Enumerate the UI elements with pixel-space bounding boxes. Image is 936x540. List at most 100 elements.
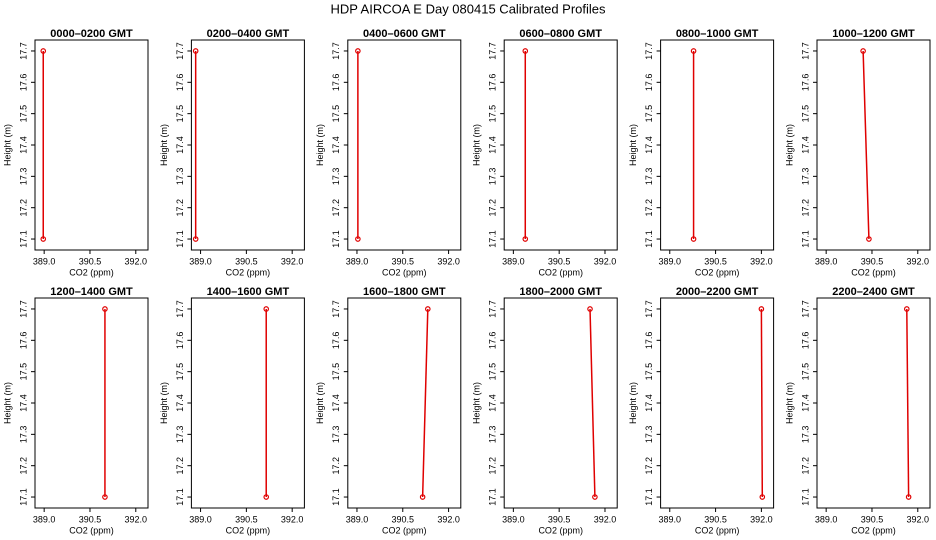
y-tick-label: 17.1 [800,488,810,506]
x-tick-label: 389.0 [815,256,838,266]
panel-title: 0600–0800 GMT [519,28,602,40]
y-axis-label: Height (m) [628,124,638,166]
y-axis-label: Height (m) [159,124,169,166]
x-axis-label: CO2 (ppm) [226,267,271,277]
profile-point [905,494,912,500]
plot-frame [34,297,149,509]
y-tick-label: 17.3 [331,426,341,444]
x-tick-label: 390.5 [861,256,884,266]
y-axis-label: Height (m) [472,124,482,166]
profile-point [102,494,108,500]
x-tick-label: 392.0 [437,514,460,524]
x-tick-label: 392.0 [125,256,148,266]
y-tick-label: 17.1 [175,230,185,248]
x-tick-label: 390.5 [704,256,727,266]
y-tick-label: 17.1 [331,488,341,506]
y-tick-label: 17.5 [488,363,498,381]
y-tick-label: 17.5 [644,363,654,381]
y-tick-label: 17.2 [18,457,28,475]
x-tick-label: 392.0 [750,514,773,524]
x-tick-label: 390.5 [79,514,102,524]
plot-frame [347,39,462,251]
x-axis-label: CO2 (ppm) [382,525,427,535]
x-tick-label: 389.0 [33,256,56,266]
plot-frame [34,39,149,251]
y-tick-label: 17.7 [18,300,28,318]
y-axis-label: Height (m) [2,382,12,424]
y-tick-label: 17.2 [644,199,654,217]
panel-title: 1400–1600 GMT [207,286,290,298]
profile-point [587,306,593,312]
x-tick-label: 390.5 [861,514,884,524]
panel-title: 0200–0400 GMT [207,28,290,40]
y-tick-label: 17.3 [488,168,498,186]
x-axis-label: CO2 (ppm) [695,525,740,535]
profile-point [40,48,47,54]
x-tick-label: 390.5 [704,514,727,524]
y-tick-label: 17.3 [18,426,28,444]
x-tick-label: 389.0 [815,514,838,524]
x-tick-label: 389.0 [189,514,212,524]
x-tick-label: 392.0 [437,256,460,266]
x-tick-label: 392.0 [281,514,304,524]
y-tick-label: 17.5 [488,105,498,123]
x-tick-label: 392.0 [750,256,773,266]
y-tick-label: 17.1 [175,488,185,506]
y-tick-label: 17.4 [800,136,810,154]
x-tick-label: 389.0 [502,256,525,266]
y-tick-label: 17.4 [18,136,28,154]
y-tick-label: 17.4 [331,136,341,154]
y-tick-label: 17.7 [175,42,185,60]
y-tick-label: 17.4 [175,136,185,154]
profile-point [866,236,872,242]
y-tick-label: 17.2 [800,199,810,217]
x-tick-label: 389.0 [33,514,56,524]
x-tick-label: 392.0 [594,514,617,524]
plot-frame [190,297,305,509]
y-tick-label: 17.3 [644,168,654,186]
x-tick-label: 390.5 [392,256,415,266]
profile-point [903,306,910,312]
profile-line [862,50,870,240]
profile-point [263,306,270,312]
x-tick-label: 390.5 [548,256,571,266]
x-tick-label: 389.0 [346,514,369,524]
x-tick-label: 390.5 [79,256,102,266]
y-tick-label: 17.7 [800,42,810,60]
plot-frame [660,297,775,509]
x-tick-label: 389.0 [502,514,525,524]
x-axis-label: CO2 (ppm) [851,267,896,277]
x-tick-label: 392.0 [594,256,617,266]
y-tick-label: 17.1 [18,488,28,506]
profile-point [192,48,199,54]
y-tick-label: 17.1 [644,488,654,506]
profile-point [759,494,766,500]
y-tick-label: 17.7 [331,42,341,60]
plot-frame [503,39,618,251]
profile-point [522,236,529,242]
plot-frame [190,39,305,251]
profile-point [355,48,361,54]
x-tick-label: 390.5 [235,256,258,266]
y-tick-label: 17.3 [18,168,28,186]
y-tick-label: 17.1 [488,488,498,506]
panel-title: 0000–0200 GMT [50,28,133,40]
y-tick-label: 17.2 [800,457,810,475]
profile-point [263,494,270,500]
profile-line [906,308,910,498]
profile-point [419,494,426,500]
profile-line [760,308,764,498]
plot-frame [660,39,775,251]
y-tick-label: 17.2 [331,199,341,217]
y-tick-label: 17.2 [488,457,498,475]
x-axis-label: CO2 (ppm) [69,525,114,535]
y-tick-label: 17.6 [331,332,341,350]
y-tick-label: 17.6 [488,74,498,92]
y-tick-label: 17.2 [175,199,185,217]
y-tick-label: 17.5 [175,105,185,123]
x-tick-label: 390.5 [235,514,258,524]
x-axis-label: CO2 (ppm) [382,267,427,277]
y-tick-label: 17.2 [331,457,341,475]
y-tick-label: 17.5 [18,363,28,381]
